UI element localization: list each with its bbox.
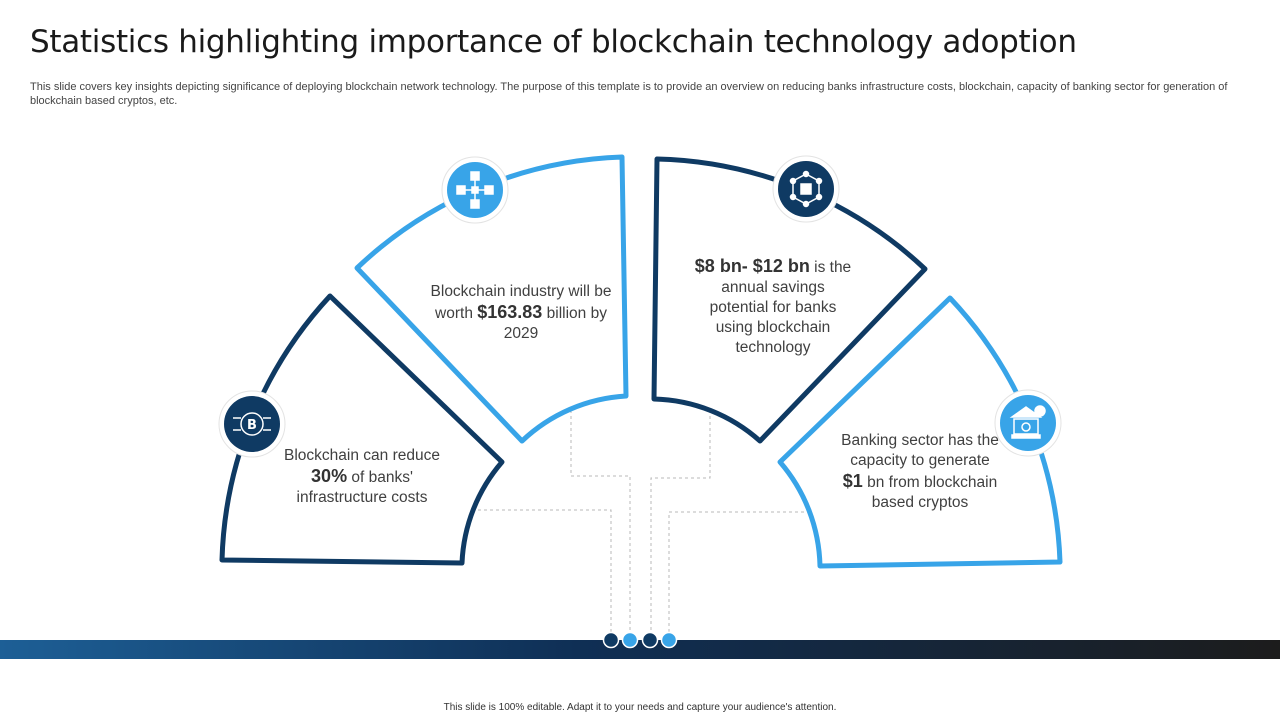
stat-1-pre: Blockchain can reduce bbox=[284, 447, 440, 464]
segment-1-outline bbox=[219, 293, 505, 566]
blockchain-network-icon bbox=[456, 171, 494, 209]
stat-4-highlight: $1 bbox=[842, 471, 863, 491]
stat-industry-worth: Blockchain industry will be worth $163.8… bbox=[428, 282, 614, 344]
badge-2 bbox=[441, 156, 509, 224]
svg-text:B: B bbox=[247, 418, 257, 433]
segment-4-outline bbox=[777, 295, 1063, 569]
segment-3-outline bbox=[651, 156, 928, 444]
stat-2-highlight: $163.83 bbox=[477, 302, 543, 322]
bitcoin-chip-icon: B bbox=[233, 412, 271, 436]
slide-title: Statistics highlighting importance of bl… bbox=[30, 24, 1077, 60]
stat-infrastructure-costs: Blockchain can reduce 30% of banks' infr… bbox=[282, 446, 442, 508]
stat-1-post: of banks' infrastructure costs bbox=[296, 469, 428, 506]
slide-subtitle: This slide covers key insights depicting… bbox=[30, 81, 1228, 107]
cube-network-icon bbox=[789, 170, 823, 208]
badge-3 bbox=[772, 155, 840, 223]
stat-crypto-generation: Banking sector has the capacity to gener… bbox=[840, 431, 1000, 513]
footer-bar bbox=[0, 640, 1280, 659]
connector-lines bbox=[478, 410, 810, 640]
connector-line-1 bbox=[478, 509, 612, 640]
connector-line-4 bbox=[668, 511, 810, 640]
stat-3-highlight: $8 bn- $12 bn bbox=[694, 256, 810, 276]
connector-line-3 bbox=[650, 410, 711, 640]
badge-1: B bbox=[218, 390, 286, 458]
stat-4-post: bn from blockchain based cryptos bbox=[862, 474, 998, 511]
stat-4-pre: Banking sector has the capacity to gener… bbox=[841, 432, 999, 469]
stat-1-highlight: 30% bbox=[311, 466, 348, 486]
stat-annual-savings: $8 bn- $12 bn is the annual savings pote… bbox=[693, 256, 853, 358]
bank-crypto-icon bbox=[1009, 405, 1046, 439]
connector-line-2 bbox=[570, 410, 631, 640]
stat-2-post: billion by 2029 bbox=[503, 305, 607, 342]
stat-3-post: is the annual savings potential for bank… bbox=[709, 259, 852, 356]
footer-note: This slide is 100% editable. Adapt it to… bbox=[443, 702, 837, 713]
badge-4 bbox=[994, 389, 1062, 457]
segment-2-outline bbox=[354, 154, 629, 444]
stat-2-pre: Blockchain industry will be worth bbox=[430, 283, 612, 322]
